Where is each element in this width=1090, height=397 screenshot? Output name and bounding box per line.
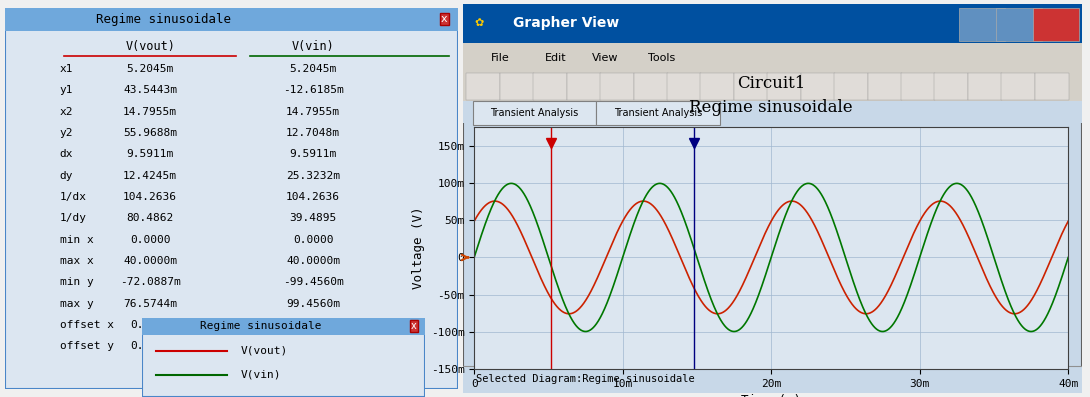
Text: 5.2045m: 5.2045m xyxy=(290,64,337,74)
Y-axis label: Voltage (V): Voltage (V) xyxy=(412,207,425,289)
FancyBboxPatch shape xyxy=(968,73,1002,100)
Text: 0.0000: 0.0000 xyxy=(293,320,334,330)
FancyBboxPatch shape xyxy=(473,101,596,125)
Text: V(vin): V(vin) xyxy=(292,40,335,52)
FancyBboxPatch shape xyxy=(463,101,1082,123)
FancyBboxPatch shape xyxy=(801,73,835,100)
Text: 25.3232m: 25.3232m xyxy=(286,171,340,181)
Text: 0.0000: 0.0000 xyxy=(130,341,170,351)
Text: ✿: ✿ xyxy=(474,18,484,29)
FancyBboxPatch shape xyxy=(868,73,901,100)
Text: -72.0887m: -72.0887m xyxy=(120,278,181,287)
FancyBboxPatch shape xyxy=(1034,73,1069,100)
FancyBboxPatch shape xyxy=(467,73,500,100)
Text: dy: dy xyxy=(60,171,73,181)
FancyBboxPatch shape xyxy=(995,8,1042,41)
Text: Transient Analysis: Transient Analysis xyxy=(490,108,579,118)
FancyBboxPatch shape xyxy=(463,72,1082,101)
Text: 12.4245m: 12.4245m xyxy=(123,171,178,181)
Text: dx: dx xyxy=(60,149,73,159)
Text: x: x xyxy=(411,321,416,331)
X-axis label: Time (s): Time (s) xyxy=(741,395,801,397)
Text: 0.0000: 0.0000 xyxy=(130,320,170,330)
Text: y2: y2 xyxy=(60,128,73,138)
Text: View: View xyxy=(592,53,619,63)
Text: 104.2636: 104.2636 xyxy=(286,192,340,202)
Text: Circuit1: Circuit1 xyxy=(737,75,806,92)
Text: 99.4560m: 99.4560m xyxy=(286,299,340,309)
Text: 55.9688m: 55.9688m xyxy=(123,128,178,138)
Text: offset y: offset y xyxy=(60,341,113,351)
Text: 0.0000: 0.0000 xyxy=(293,235,334,245)
FancyBboxPatch shape xyxy=(1033,8,1079,41)
Text: Grapher View: Grapher View xyxy=(512,16,619,31)
FancyBboxPatch shape xyxy=(834,73,868,100)
FancyBboxPatch shape xyxy=(934,73,968,100)
FancyBboxPatch shape xyxy=(901,73,935,100)
FancyBboxPatch shape xyxy=(1002,73,1036,100)
Text: x: x xyxy=(441,14,448,24)
Text: Regime sinusoidale: Regime sinusoidale xyxy=(199,321,322,331)
FancyBboxPatch shape xyxy=(601,73,634,100)
Text: V(vin): V(vin) xyxy=(241,370,281,380)
Text: Tools: Tools xyxy=(647,53,675,63)
Text: 80.4862: 80.4862 xyxy=(126,213,173,224)
Text: 12.7048m: 12.7048m xyxy=(286,128,340,138)
FancyBboxPatch shape xyxy=(958,8,1005,41)
FancyBboxPatch shape xyxy=(463,366,1082,393)
FancyBboxPatch shape xyxy=(463,43,1082,72)
Text: Regime sinusoidale: Regime sinusoidale xyxy=(96,13,231,26)
Text: 0.0000: 0.0000 xyxy=(293,341,334,351)
Text: 9.5911m: 9.5911m xyxy=(126,149,173,159)
FancyBboxPatch shape xyxy=(142,318,425,335)
FancyBboxPatch shape xyxy=(463,4,1082,393)
Text: x2: x2 xyxy=(60,107,73,117)
Text: V(vout): V(vout) xyxy=(241,346,288,356)
Text: 43.5443m: 43.5443m xyxy=(123,85,178,95)
Text: File: File xyxy=(490,53,510,63)
Text: 40.0000m: 40.0000m xyxy=(123,256,178,266)
FancyBboxPatch shape xyxy=(5,8,458,389)
Text: -99.4560m: -99.4560m xyxy=(282,278,343,287)
Text: 40.0000m: 40.0000m xyxy=(286,256,340,266)
Text: max x: max x xyxy=(60,256,94,266)
FancyBboxPatch shape xyxy=(596,101,720,125)
FancyBboxPatch shape xyxy=(633,73,667,100)
Text: 39.4895: 39.4895 xyxy=(290,213,337,224)
FancyBboxPatch shape xyxy=(533,73,567,100)
Text: x1: x1 xyxy=(60,64,73,74)
Text: 76.5744m: 76.5744m xyxy=(123,299,178,309)
Text: y1: y1 xyxy=(60,85,73,95)
Text: 14.7955m: 14.7955m xyxy=(123,107,178,117)
FancyBboxPatch shape xyxy=(5,8,458,31)
Text: V(vout): V(vout) xyxy=(125,40,175,52)
Text: 14.7955m: 14.7955m xyxy=(286,107,340,117)
Text: Edit: Edit xyxy=(545,53,567,63)
Text: 9.5911m: 9.5911m xyxy=(290,149,337,159)
Text: Selected Diagram:Regime sinusoidale: Selected Diagram:Regime sinusoidale xyxy=(475,374,694,384)
Text: Regime sinusoidale: Regime sinusoidale xyxy=(689,99,853,116)
Text: max y: max y xyxy=(60,299,94,309)
FancyBboxPatch shape xyxy=(701,73,735,100)
FancyBboxPatch shape xyxy=(463,4,1082,43)
Text: min x: min x xyxy=(60,235,94,245)
FancyBboxPatch shape xyxy=(142,318,425,397)
Text: min y: min y xyxy=(60,278,94,287)
Text: 104.2636: 104.2636 xyxy=(123,192,178,202)
FancyBboxPatch shape xyxy=(500,73,534,100)
Text: 5.2045m: 5.2045m xyxy=(126,64,173,74)
FancyBboxPatch shape xyxy=(667,73,701,100)
Text: 0.0000: 0.0000 xyxy=(130,235,170,245)
Text: Transient Analysis: Transient Analysis xyxy=(614,108,702,118)
Text: 1/dy: 1/dy xyxy=(60,213,87,224)
FancyBboxPatch shape xyxy=(567,73,601,100)
FancyBboxPatch shape xyxy=(734,73,767,100)
FancyBboxPatch shape xyxy=(767,73,801,100)
Text: -12.6185m: -12.6185m xyxy=(282,85,343,95)
Text: 1/dx: 1/dx xyxy=(60,192,87,202)
Text: offset x: offset x xyxy=(60,320,113,330)
